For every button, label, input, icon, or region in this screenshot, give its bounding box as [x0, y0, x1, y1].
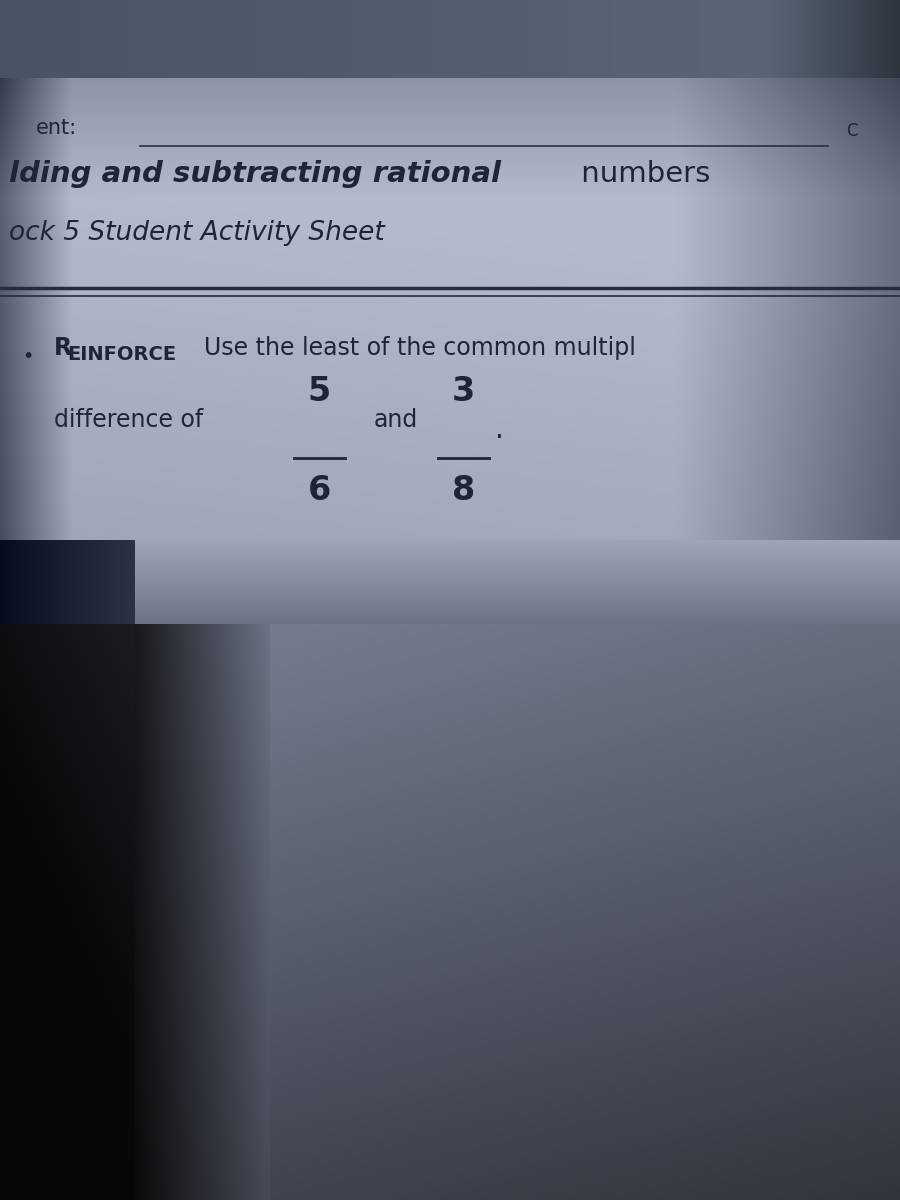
Text: EINFORCE: EINFORCE — [68, 344, 176, 364]
Text: 6: 6 — [308, 474, 331, 506]
Text: .: . — [495, 416, 504, 444]
Text: 3: 3 — [452, 374, 475, 408]
Text: difference of: difference of — [54, 408, 203, 432]
Text: and: and — [374, 408, 418, 432]
Text: numbers: numbers — [572, 161, 710, 188]
Text: 8: 8 — [452, 474, 475, 506]
Text: •: • — [22, 347, 34, 366]
Text: Use the least of the common multipl: Use the least of the common multipl — [189, 336, 636, 360]
Text: C: C — [846, 122, 858, 140]
Text: R: R — [54, 336, 72, 360]
Text: ock 5 Student Activity Sheet: ock 5 Student Activity Sheet — [9, 220, 385, 246]
Text: lding and subtracting rational: lding and subtracting rational — [9, 161, 501, 188]
Text: 5: 5 — [308, 374, 331, 408]
Text: ent:: ent: — [36, 118, 77, 138]
